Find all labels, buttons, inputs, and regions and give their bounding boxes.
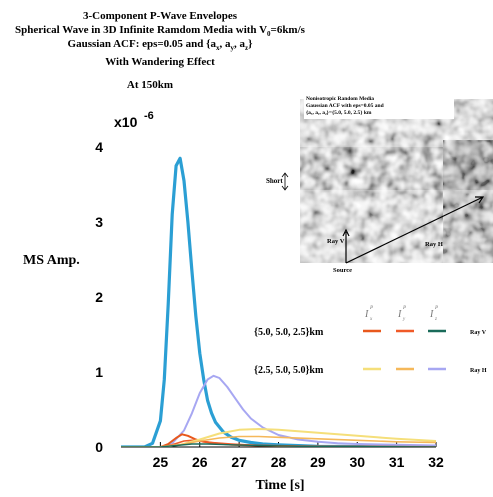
legend-row-tag: Ray V — [470, 330, 487, 336]
y-axis-label: MS Amp. — [23, 253, 80, 268]
series-line — [121, 443, 436, 447]
y-tick-label: 1 — [95, 364, 103, 380]
short-arrow-head-up — [281, 172, 289, 178]
inset-block-front — [300, 147, 443, 263]
legend-header: I — [429, 309, 434, 320]
random-media-inset: Nonisotropic Random Media Gaussian ACF w… — [266, 93, 493, 274]
legend-header-sub: z — [434, 317, 437, 322]
x-tick-label: 27 — [231, 454, 247, 470]
y-tick-label: 2 — [95, 289, 103, 305]
legend-header: I — [397, 309, 402, 320]
legend-header-sup: P — [434, 306, 438, 311]
y-multiplier-exponent: -6 — [144, 110, 154, 122]
legend-header-sup: P — [402, 306, 406, 311]
series-line — [121, 156, 436, 447]
inset-block-side — [443, 140, 493, 263]
inset-caption-1: Nonisotropic Random Media — [306, 96, 374, 102]
y-tick-label: 3 — [95, 214, 103, 230]
series-group — [121, 156, 436, 447]
inset-block-top — [300, 99, 493, 190]
chart-title: 3-Component P-Wave Envelopes — [83, 10, 237, 22]
inset-short-label: Short — [266, 177, 283, 185]
y-ticks: 0 1 2 3 4 — [95, 139, 103, 455]
legend-header: I — [364, 309, 369, 320]
x-tick-label: 25 — [153, 454, 169, 470]
inset-caption-2: Gaussian ACF with eps=0.05 and — [306, 103, 384, 109]
x-tick-label: 32 — [428, 454, 444, 470]
y-tick-label: 4 — [95, 139, 103, 155]
x-tick-label: 30 — [349, 454, 365, 470]
legend-row-label: {2.5, 5.0, 5.0}km — [254, 365, 324, 376]
ray-h-arrow-head — [475, 196, 485, 204]
series-line — [121, 374, 436, 447]
inset-caption-bg — [304, 93, 454, 119]
x-tick-label: 29 — [310, 454, 326, 470]
x-tick-label: 31 — [389, 454, 405, 470]
legend-row-tag: Ray H — [470, 368, 487, 374]
legend: IPx IPy IPz{5.0, 5.0, 2.5}km Ray V{2.5, 5.0… — [254, 306, 487, 376]
inset-caption-3: {aₓ, aᵧ, a₂}={5.0, 5.0, 2.5} km — [306, 110, 372, 116]
chart-subtitle-acf: Gaussian ACF: eps=0.05 and {ax, ay, az} — [67, 38, 253, 53]
legend-header-sub: x — [369, 317, 373, 322]
short-arrow-head-down — [281, 185, 289, 191]
axes: 25 26 27 28 29 30 31 32 0 1 2 3 4 x10 -6 MS Amp. Ti… — [23, 110, 444, 493]
legend-header-sub: y — [402, 317, 406, 322]
ray-v-arrow-head — [342, 228, 350, 237]
legend-header-sup: P — [369, 306, 373, 311]
x-axis-label: Time [s] — [255, 478, 304, 493]
ray-h-label: Ray H — [425, 241, 443, 248]
y-multiplier: x10 — [114, 114, 138, 130]
x-tick-label: 26 — [192, 454, 208, 470]
ray-v-label: Ray V — [327, 238, 345, 245]
x-ticks: 25 26 27 28 29 30 31 32 — [153, 442, 444, 470]
x-tick-label: 28 — [271, 454, 287, 470]
ray-h-arrow — [345, 196, 484, 264]
y-tick-label: 0 — [95, 439, 103, 455]
chart-subtitle-wandering: With Wandering Effect — [105, 56, 215, 68]
chart-subtitle-media: Spherical Wave in 3D Infinite Ramdom Med… — [15, 24, 305, 39]
source-label: Source — [333, 267, 352, 274]
chart-subtitle-distance: At 150km — [126, 79, 174, 91]
legend-row-label: {5.0, 5.0, 2.5}km — [254, 327, 324, 338]
